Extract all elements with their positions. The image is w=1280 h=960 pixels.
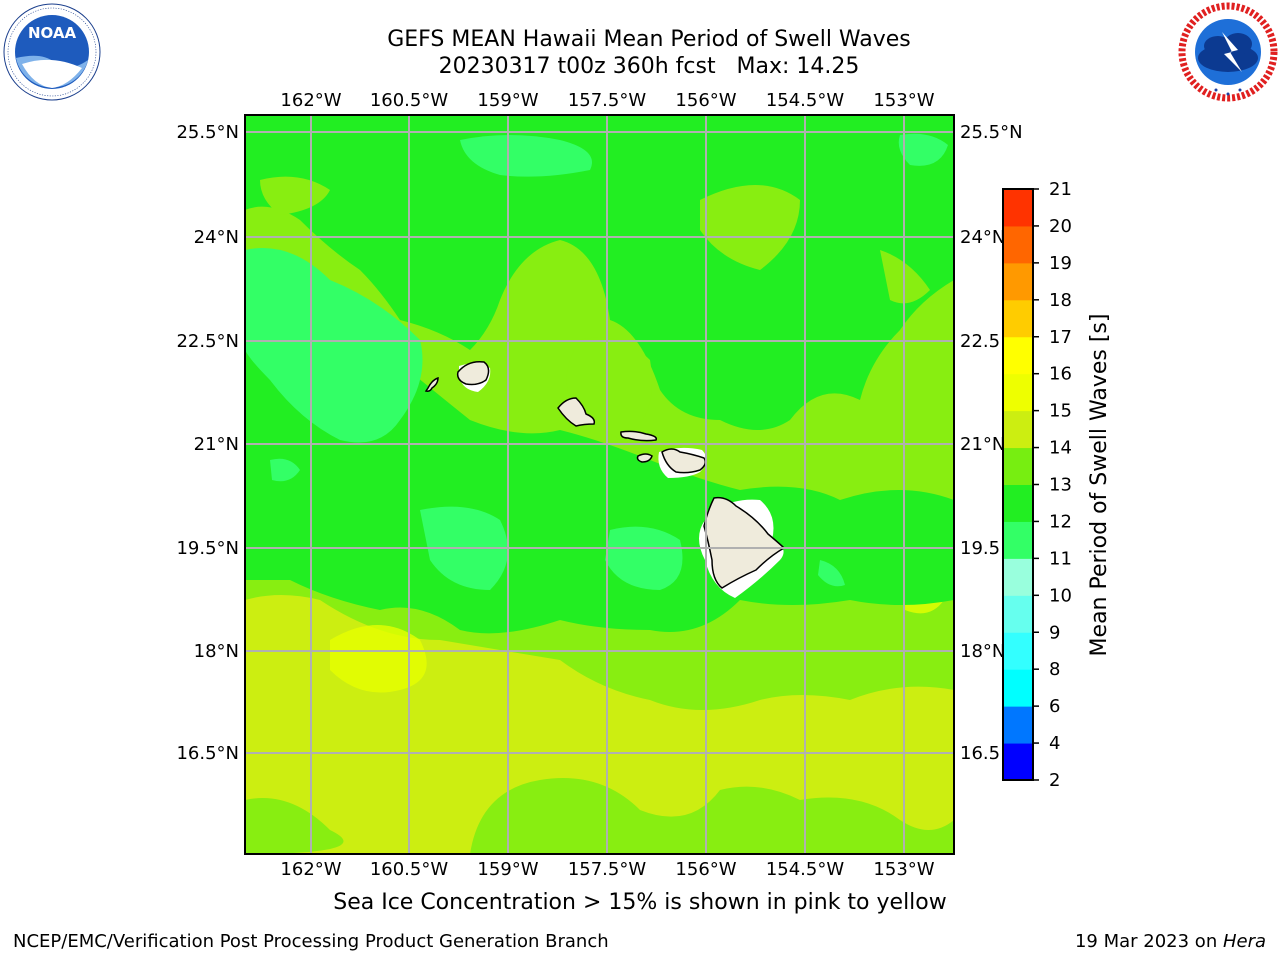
colorbar-tick-label: 10 [1049,585,1072,606]
lon-tick-bottom: 159°W [477,859,538,880]
lon-tick-bottom: 160.5°W [370,859,449,880]
lat-tick-right: 25.5°N [960,122,1023,143]
sea-ice-note: Sea Ice Concentration > 15% is shown in … [0,890,1280,915]
lon-tick-bottom: 154.5°W [766,859,845,880]
colorbar-swatch [1003,706,1033,744]
map-title: GEFS MEAN Hawaii Mean Period of Swell Wa… [387,27,911,52]
lat-tick-left: 19.5°N [176,538,239,559]
lon-tick-top: 160.5°W [370,90,449,111]
colorbar-tick-label: 8 [1049,659,1060,680]
sea-ice-note-text: Sea Ice Concentration > 15% is shown in … [333,890,947,915]
footer-machine: Hera [1222,931,1266,952]
colorbar-swatch [1003,743,1033,781]
colorbar-tick-label: 21 [1049,179,1072,200]
lat-tick-left: 22.5°N [176,331,239,352]
lon-tick-top: 154.5°W [766,90,845,111]
colorbar-swatch [1003,595,1033,633]
lat-tick-left: 18°N [194,641,239,662]
lon-tick-top: 159°W [477,90,538,111]
lon-tick-bottom: 156°W [675,859,736,880]
lon-tick-top: 157.5°W [568,90,647,111]
colorbar-tick-label: 4 [1049,733,1060,754]
lon-tick-bottom: 157.5°W [568,859,647,880]
colorbar-swatch [1003,521,1033,559]
colorbar-tick-label: 16 [1049,364,1072,385]
noaa-logo-text: NOAA [28,24,77,42]
lon-tick-bottom: 153°W [873,859,934,880]
colorbar-tick-label: 13 [1049,475,1072,496]
colorbar-tick-label: 9 [1049,622,1060,643]
footer-credit: NCEP/EMC/Verification Post Processing Pr… [13,931,609,952]
noaa-logo: NOAA [3,3,101,101]
colorbar-swatch [1003,189,1033,227]
colorbar-swatch [1003,225,1033,264]
map-subtitle: 20230317 t00z 360h fcst Max: 14.25 [438,54,860,79]
lon-tick-bottom: 162°W [280,859,341,880]
colorbar-tick-label: 15 [1049,401,1072,422]
lat-tick-left: 25.5°N [176,122,239,143]
colorbar-tick-label: 12 [1049,511,1072,532]
colorbar-tick-label: 18 [1049,290,1072,311]
lon-tick-top: 156°W [675,90,736,111]
colorbar-tick-label: 14 [1049,438,1072,459]
colorbar-swatch [1003,262,1033,301]
nws-logo [1178,2,1278,102]
footer-date-text: 19 Mar 2023 on [1074,931,1223,952]
colorbar-swatch [1003,632,1033,670]
lat-tick-right: 24°N [960,227,1005,248]
colorbar-tick-label: 6 [1049,696,1060,717]
colorbar-tick-label: 17 [1049,327,1072,348]
lat-tick-right: 22.5 [960,331,1000,352]
lat-tick-right: 19.5 [960,538,1000,559]
colorbar-label: Mean Period of Swell Waves [s] [1087,314,1112,657]
colorbar-swatch [1003,299,1033,338]
colorbar-swatch [1003,484,1033,522]
colorbar-tick-label: 11 [1049,548,1072,569]
map-frame [244,114,955,855]
colorbar-swatch [1003,447,1033,485]
colorbar-swatch [1003,373,1033,412]
lon-tick-top: 153°W [873,90,934,111]
colorbar: 2 4 6 8 9 10 11 12 13 14 15 16 17 18 19 20 21 [1002,179,1072,791]
colorbar-swatch [1003,558,1033,596]
colorbar-swatch [1003,336,1033,375]
lat-tick-left: 16.5°N [176,743,239,764]
colorbar-tick-label: 20 [1049,216,1072,237]
colorbar-tick-label: 19 [1049,253,1072,274]
colorbar-swatch [1003,669,1033,707]
colorbar-tick-label: 2 [1049,770,1060,791]
hawaii-islands [424,360,786,589]
lat-tick-right: 18°N [960,641,1005,662]
colorbar-swatch [1003,410,1033,449]
lat-tick-right: 21°N [960,434,1005,455]
lat-tick-left: 24°N [194,227,239,248]
footer-date: 19 Mar 2023 on Hera [1075,931,1266,952]
lat-tick-left: 21°N [194,434,239,455]
lat-tick-right: 16.5 [960,743,1000,764]
swell-period-field [245,115,954,854]
graticule [245,115,954,854]
lon-tick-top: 162°W [280,90,341,111]
